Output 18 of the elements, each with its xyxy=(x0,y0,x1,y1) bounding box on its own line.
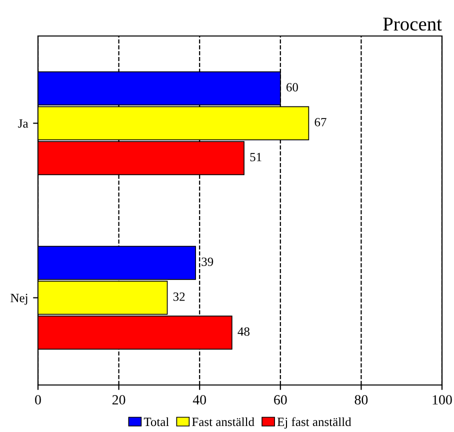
x-tick-label: 80 xyxy=(354,395,368,404)
x-tick-label: 0 xyxy=(35,395,41,404)
data-label: 48 xyxy=(238,327,250,336)
x-tick-label: 40 xyxy=(192,395,206,404)
legend-label: Fast anställd xyxy=(192,417,254,426)
data-label: 32 xyxy=(173,292,185,301)
data-label: 60 xyxy=(286,83,298,92)
data-label: 39 xyxy=(202,258,214,266)
chart-title: Procent xyxy=(383,18,442,31)
data-label: 67 xyxy=(314,118,326,126)
data-label: 51 xyxy=(250,152,262,162)
x-tick-label: 100 xyxy=(432,395,452,404)
x-tick-label: 20 xyxy=(112,395,126,404)
legend-label: Ej fast anställd xyxy=(277,417,352,429)
y-tick-label: Nej xyxy=(10,294,28,305)
y-tick-label: Ja xyxy=(18,119,28,128)
x-tick-label: 60 xyxy=(274,395,287,404)
legend-label: Total xyxy=(144,417,169,426)
